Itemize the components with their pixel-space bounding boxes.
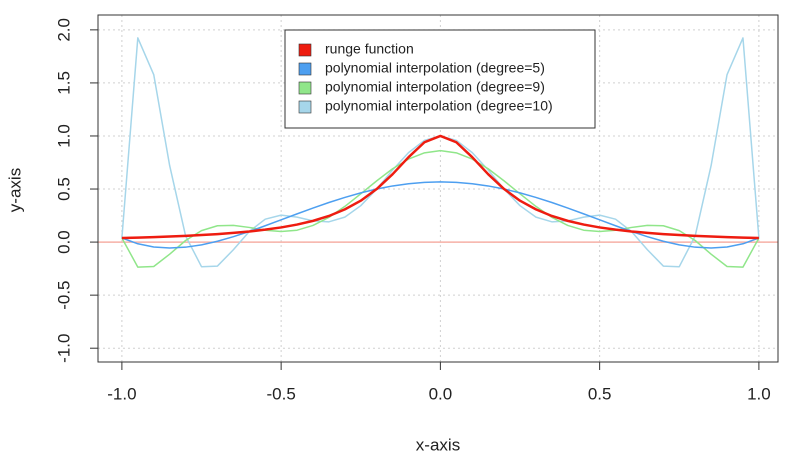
x-tick-label: -1.0 [107, 384, 136, 403]
x-tick-label: 1.0 [747, 384, 771, 403]
series-line [121, 149, 760, 268]
legend-swatch [298, 43, 312, 57]
y-tick-label: -1.0 [54, 334, 73, 363]
plot-frame [97, 14, 779, 363]
y-tick-label: 1.0 [54, 124, 73, 148]
legend-swatch [298, 81, 312, 95]
legend-label: runge function [325, 41, 414, 57]
y-tick-label: -0.5 [54, 280, 73, 309]
legend-label: polynomial interpolation (degree=5) [325, 60, 545, 76]
legend-box [284, 29, 596, 129]
y-tick-label: 0.0 [54, 230, 73, 254]
y-tick-label: 1.5 [54, 71, 73, 95]
legend-swatch [298, 62, 312, 76]
x-tick-label: 0.5 [588, 384, 612, 403]
y-tick-label: 0.5 [54, 177, 73, 201]
legend-label: polynomial interpolation (degree=10) [325, 98, 553, 114]
x-tick-label: 0.0 [429, 384, 453, 403]
legend-swatch [298, 100, 312, 114]
y-axis-title: y-axis [5, 168, 24, 212]
x-axis-title: x-axis [416, 435, 460, 454]
legend-label: polynomial interpolation (degree=9) [325, 79, 545, 95]
series-line [121, 181, 760, 249]
series-line [121, 134, 759, 240]
y-tick-label: 2.0 [54, 18, 73, 42]
x-tick-label: -0.5 [266, 384, 295, 403]
